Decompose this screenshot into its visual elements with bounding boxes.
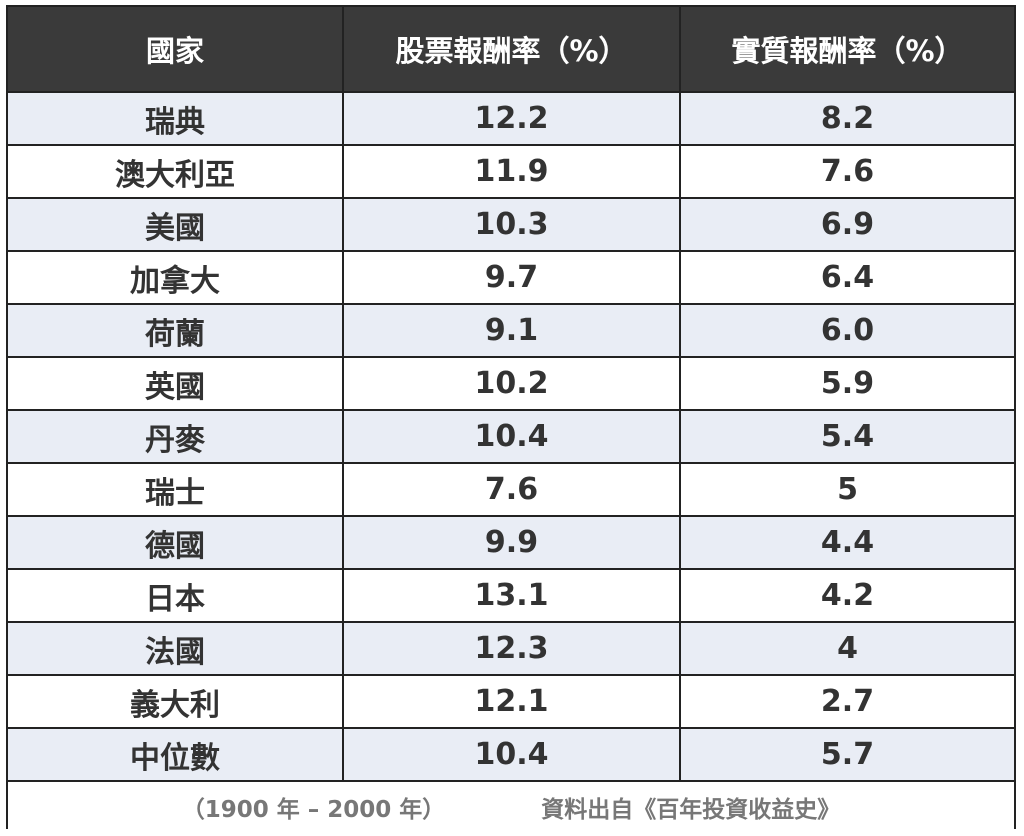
table-body: 瑞典 12.2 8.2 澳大利亞 11.9 7.6 美國 10.3 6.9 加拿大 9.7 6.4 荷蘭… xyxy=(8,92,1014,782)
cell-country: 加拿大 xyxy=(8,251,344,305)
table-header: 國家 股票報酬率（%） 實質報酬率（%） xyxy=(8,7,1014,93)
table-row: 法國 12.3 4 xyxy=(8,622,1014,676)
table-row: 瑞士 7.6 5 xyxy=(8,463,1014,517)
cell-real-return: 5.7 xyxy=(680,728,1014,782)
cell-country: 丹麥 xyxy=(8,410,344,464)
cell-country: 日本 xyxy=(8,569,344,623)
cell-country: 澳大利亞 xyxy=(8,145,344,199)
table-row: 丹麥 10.4 5.4 xyxy=(8,410,1014,464)
table-row: 美國 10.3 6.9 xyxy=(8,198,1014,252)
cell-stock-return: 9.7 xyxy=(343,251,681,305)
cell-stock-return: 7.6 xyxy=(343,463,681,517)
cell-country: 法國 xyxy=(8,622,344,676)
header-country: 國家 xyxy=(8,7,344,93)
cell-real-return: 5.4 xyxy=(680,410,1014,464)
header-row: 國家 股票報酬率（%） 實質報酬率（%） xyxy=(8,7,1014,93)
cell-stock-return: 9.9 xyxy=(343,516,681,570)
table-row: 加拿大 9.7 6.4 xyxy=(8,251,1014,305)
cell-stock-return: 13.1 xyxy=(343,569,681,623)
table-row: 日本 13.1 4.2 xyxy=(8,569,1014,623)
table-row: 義大利 12.1 2.7 xyxy=(8,675,1014,729)
cell-country: 瑞典 xyxy=(8,92,344,146)
cell-country: 美國 xyxy=(8,198,344,252)
cell-country: 義大利 xyxy=(8,675,344,729)
cell-stock-return: 10.3 xyxy=(343,198,681,252)
cell-stock-return: 12.2 xyxy=(343,92,681,146)
cell-real-return: 6.4 xyxy=(680,251,1014,305)
returns-table: 國家 股票報酬率（%） 實質報酬率（%） 瑞典 12.2 8.2 澳大利亞 11.9 7.… xyxy=(8,7,1014,782)
cell-stock-return: 10.4 xyxy=(343,410,681,464)
header-real-return: 實質報酬率（%） xyxy=(680,7,1014,93)
cell-real-return: 7.6 xyxy=(680,145,1014,199)
cell-real-return: 6.0 xyxy=(680,304,1014,358)
cell-stock-return: 12.3 xyxy=(343,622,681,676)
footer-period: （1900 年 – 2000 年） xyxy=(181,796,446,823)
table-row: 英國 10.2 5.9 xyxy=(8,357,1014,411)
cell-stock-return: 11.9 xyxy=(343,145,681,199)
cell-real-return: 5.9 xyxy=(680,357,1014,411)
cell-real-return: 2.7 xyxy=(680,675,1014,729)
table-row: 荷蘭 9.1 6.0 xyxy=(8,304,1014,358)
table-row: 瑞典 12.2 8.2 xyxy=(8,92,1014,146)
cell-stock-return: 10.4 xyxy=(343,728,681,782)
cell-country: 德國 xyxy=(8,516,344,570)
cell-real-return: 8.2 xyxy=(680,92,1014,146)
header-stock-return: 股票報酬率（%） xyxy=(343,7,681,93)
table-row: 德國 9.9 4.4 xyxy=(8,516,1014,570)
table-row: 澳大利亞 11.9 7.6 xyxy=(8,145,1014,199)
cell-real-return: 4.4 xyxy=(680,516,1014,570)
cell-real-return: 6.9 xyxy=(680,198,1014,252)
footer-source: 資料出自《百年投資收益史》 xyxy=(541,796,841,823)
cell-real-return: 4.2 xyxy=(680,569,1014,623)
table-row: 中位數 10.4 5.7 xyxy=(8,728,1014,782)
cell-real-return: 4 xyxy=(680,622,1014,676)
cell-stock-return: 9.1 xyxy=(343,304,681,358)
returns-table-container: 國家 股票報酬率（%） 實質報酬率（%） 瑞典 12.2 8.2 澳大利亞 11.9 7.… xyxy=(6,5,1016,831)
cell-country: 荷蘭 xyxy=(8,304,344,358)
cell-country: 英國 xyxy=(8,357,344,411)
cell-real-return: 5 xyxy=(680,463,1014,517)
table-footer: （1900 年 – 2000 年） 資料出自《百年投資收益史》 xyxy=(8,782,1014,831)
cell-country: 中位數 xyxy=(8,728,344,782)
cell-stock-return: 10.2 xyxy=(343,357,681,411)
cell-stock-return: 12.1 xyxy=(343,675,681,729)
cell-country: 瑞士 xyxy=(8,463,344,517)
